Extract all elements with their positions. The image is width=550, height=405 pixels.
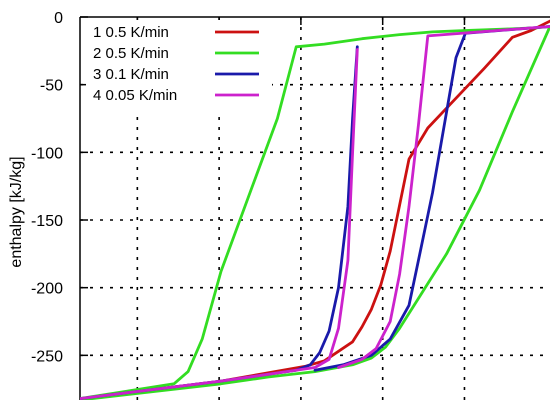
y-axis-label: enthalpy [kJ/kg] [8,156,25,267]
series-4-line-branch [339,27,550,368]
legend-label: 1 0.5 K/min [93,24,169,41]
y-tick-label: -50 [40,78,63,95]
legend-label: 3 0.1 K/min [93,66,169,83]
legend: 1 0.5 K/min 2 0.5 K/min 3 0.1 K/min 4 0.05 … [86,20,272,112]
legend-label: 4 0.05 K/min [93,87,177,104]
y-tick-label: 0 [54,10,63,27]
y-tick-label: -250 [31,348,63,365]
y-tick-label: -100 [31,145,63,162]
legend-label: 2 0.5 K/min [93,45,169,62]
y-tick-label: -200 [31,281,63,298]
y-tick-label: -150 [31,213,63,230]
